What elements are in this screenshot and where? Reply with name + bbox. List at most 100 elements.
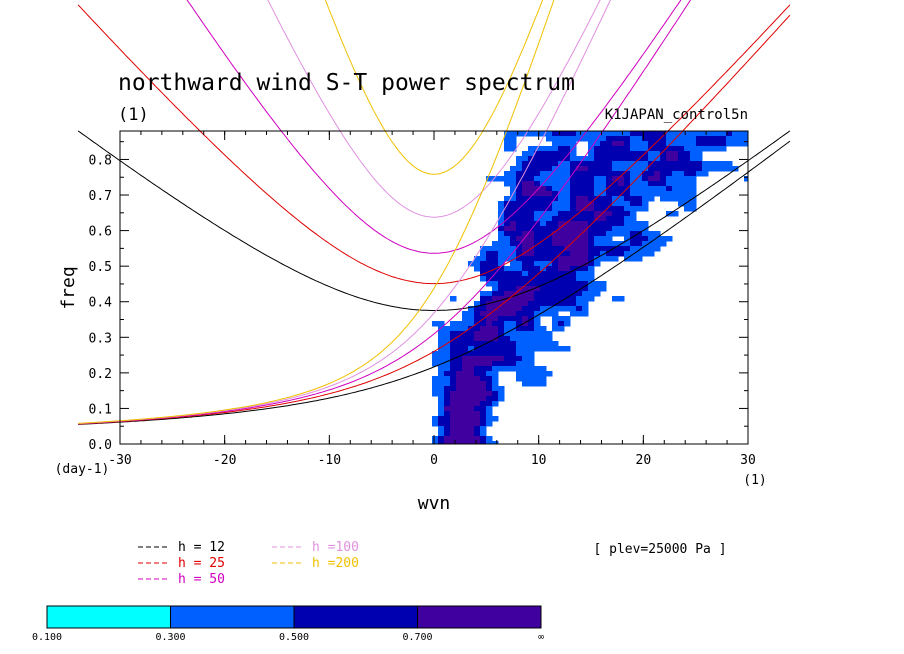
power-cell <box>480 266 487 272</box>
power-cell <box>474 316 481 322</box>
power-cell <box>618 251 625 257</box>
power-cell <box>474 261 481 267</box>
power-cell <box>588 261 595 267</box>
power-cell <box>582 156 589 162</box>
power-cell <box>570 246 577 252</box>
power-cell <box>498 246 505 252</box>
power-cell <box>510 351 517 357</box>
power-cell <box>462 411 469 417</box>
power-cell <box>504 311 511 317</box>
power-cell <box>504 286 511 292</box>
power-cell <box>528 166 535 172</box>
power-cell <box>510 136 517 142</box>
power-cell <box>690 201 697 207</box>
power-cell <box>654 246 661 252</box>
power-cell <box>606 221 613 227</box>
power-cell <box>474 371 481 377</box>
power-cell <box>522 336 529 342</box>
power-cell <box>450 351 457 357</box>
power-cell <box>510 251 517 257</box>
power-cell <box>516 231 523 237</box>
power-cell <box>666 151 673 157</box>
power-cell <box>576 206 583 212</box>
power-cell <box>666 146 673 152</box>
power-cell <box>528 211 535 217</box>
power-cell <box>486 341 493 347</box>
power-cell <box>474 266 481 272</box>
mrg-curve <box>78 140 791 425</box>
power-cell <box>492 351 499 357</box>
power-cell <box>522 276 529 282</box>
power-cell <box>606 206 613 212</box>
power-cell <box>552 171 559 177</box>
power-cell <box>534 321 541 327</box>
legend-label: h = 12 <box>178 540 225 555</box>
power-cell <box>624 181 631 187</box>
power-cell <box>528 276 535 282</box>
power-cell <box>540 156 547 162</box>
power-cell <box>678 176 685 182</box>
power-cell <box>516 196 523 202</box>
power-cell <box>498 366 505 372</box>
power-cell <box>684 166 691 172</box>
power-cell <box>438 396 445 402</box>
power-cell <box>576 136 583 142</box>
power-cell <box>606 196 613 202</box>
power-cell <box>690 206 697 212</box>
legend-label: h = 50 <box>178 572 225 587</box>
power-cell <box>480 396 487 402</box>
power-cell <box>552 161 559 167</box>
power-cell <box>654 181 661 187</box>
power-cell <box>564 211 571 217</box>
power-cell <box>492 396 499 402</box>
power-cell <box>456 436 463 442</box>
power-cell <box>564 296 571 302</box>
power-cell <box>552 261 559 267</box>
power-cell <box>576 306 583 312</box>
power-cell <box>486 331 493 337</box>
y-axis-label: freq <box>58 266 79 309</box>
power-cell <box>678 166 685 172</box>
power-cell <box>534 281 541 287</box>
x-axis: -30 -20 -10 0 10 20 30 <box>108 131 756 468</box>
power-cell <box>606 151 613 157</box>
power-cell <box>510 231 517 237</box>
power-cell <box>540 341 547 347</box>
power-cell <box>480 326 487 332</box>
y-tick-label: 0.8 <box>89 153 112 168</box>
power-cell <box>558 291 565 297</box>
power-cell <box>600 281 607 287</box>
power-cell <box>498 306 505 312</box>
power-cell <box>498 271 505 277</box>
power-cell <box>582 311 589 317</box>
power-cell <box>624 241 631 247</box>
power-cell <box>450 426 457 432</box>
power-cell <box>612 161 619 167</box>
power-cell <box>678 196 685 202</box>
power-cell <box>588 246 595 252</box>
power-cell <box>564 216 571 222</box>
power-cell <box>480 246 487 252</box>
power-cell <box>522 226 529 232</box>
power-cell <box>636 246 643 252</box>
power-cell <box>618 181 625 187</box>
power-cell <box>504 176 511 182</box>
power-cell <box>546 216 553 222</box>
power-cell <box>558 306 565 312</box>
power-cell <box>498 296 505 302</box>
power-cell <box>456 416 463 422</box>
power-cell <box>570 256 577 262</box>
power-cell <box>630 176 637 182</box>
power-cell <box>540 336 547 342</box>
power-cell <box>534 286 541 292</box>
power-cell <box>708 166 715 172</box>
power-cell <box>504 346 511 352</box>
power-cell <box>528 261 535 267</box>
power-cell <box>480 441 487 444</box>
power-cell <box>534 246 541 252</box>
power-cell <box>516 221 523 227</box>
x-tick-label: -10 <box>318 453 341 468</box>
power-cell <box>588 161 595 167</box>
power-cell <box>528 376 535 382</box>
power-cell <box>570 141 577 147</box>
